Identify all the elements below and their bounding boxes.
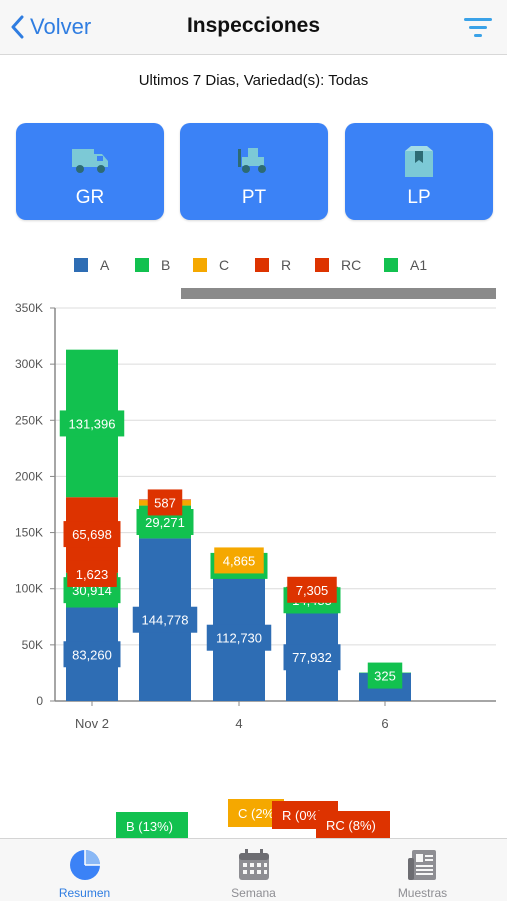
data-label: 77,932	[292, 650, 332, 665]
x-tick-label: Nov 2	[75, 716, 109, 731]
tab-label: Resumen	[58, 886, 111, 900]
page-title: Inspecciones	[186, 14, 321, 37]
data-label-bg	[214, 547, 264, 574]
tab-bar: Resumen Semana Muestras	[0, 838, 507, 901]
data-label-bg	[132, 606, 198, 633]
pie-label-text: C (2%)	[238, 806, 278, 821]
legend-item-b: B	[135, 257, 170, 273]
y-tick-label: 150K	[15, 526, 43, 540]
tab-semana[interactable]: Semana	[169, 839, 338, 901]
pie-label: RC (8%)	[316, 811, 390, 838]
category-button-lp[interactable]: LP	[345, 123, 493, 220]
y-tick-label: 250K	[15, 413, 43, 427]
category-label: LP	[407, 187, 431, 208]
newspaper-icon	[407, 850, 436, 880]
x-tick-label: 4	[235, 716, 242, 731]
y-tick-label: 100K	[15, 582, 43, 596]
data-label: 131,396	[69, 416, 116, 431]
truck-icon	[72, 149, 108, 173]
y-tick-label: 300K	[15, 357, 43, 371]
y-tick-label: 200K	[15, 469, 43, 483]
filter-icon[interactable]	[463, 15, 493, 39]
pie-chart-labels: B (13%) C (2%) R (0%) RC (8%)	[116, 799, 390, 838]
data-label-bg	[67, 560, 117, 587]
data-label: 112,730	[216, 631, 262, 646]
data-label: 7,305	[296, 583, 329, 598]
legend-label: A	[100, 257, 110, 273]
data-label: 325	[374, 669, 396, 684]
tab-resumen[interactable]: Resumen	[0, 839, 169, 901]
data-label-bg	[63, 521, 121, 548]
chevron-left-icon	[11, 15, 24, 39]
y-tick-label: 50K	[22, 638, 43, 652]
category-label: GR	[75, 187, 105, 208]
x-tick-label: 6	[381, 716, 388, 731]
data-label: 83,260	[72, 647, 112, 662]
filter-summary: Ultimos 7 Dias, Variedad(s): Todas	[138, 72, 369, 89]
legend-item-a1: A1	[384, 257, 427, 273]
stacked-bar-chart: 050K100K150K200K250K300K350K83,26030,914…	[15, 301, 496, 731]
forklift-icon	[238, 148, 266, 173]
back-label: Volver	[30, 14, 92, 39]
data-label: 1,623	[76, 567, 109, 582]
legend-item-rc: RC	[315, 257, 361, 273]
legend-label: A1	[410, 257, 428, 273]
back-button[interactable]: Volver	[10, 12, 91, 42]
category-label: PT	[241, 187, 267, 208]
y-tick-label: 350K	[15, 301, 43, 315]
pie-label-bg	[316, 811, 390, 838]
data-label-bg	[283, 644, 341, 671]
y-tick-label: 0	[36, 694, 43, 708]
pie-label-text: B (13%)	[126, 819, 173, 834]
legend-item-c: C	[193, 257, 229, 273]
pie-chart-icon	[69, 850, 100, 880]
pie-label: B (13%)	[116, 812, 188, 838]
legend-label: RC	[341, 257, 362, 273]
legend-item-a: A	[74, 257, 109, 273]
category-button-gr[interactable]: GR	[16, 123, 164, 220]
data-label-bg	[59, 410, 125, 437]
tab-label: Semana	[231, 886, 276, 900]
data-label-bg	[367, 662, 403, 689]
pie-label-bg	[116, 812, 188, 838]
tab-label: Muestras	[397, 886, 448, 900]
data-label-bg	[287, 576, 337, 603]
legend-label: R	[281, 257, 292, 273]
data-label-bg	[206, 624, 272, 651]
navigation-bar: Volver Inspecciones	[0, 0, 507, 55]
data-label: 4,865	[223, 553, 256, 568]
calendar-icon	[238, 849, 269, 880]
data-label: 29,271	[145, 515, 185, 530]
pie-label-text: RC (8%)	[326, 818, 376, 833]
legend-label: B	[161, 257, 171, 273]
data-label: 144,778	[142, 613, 189, 628]
data-label-bg	[63, 641, 121, 668]
legend-label: C	[219, 257, 230, 273]
chart-scrollbar[interactable]	[181, 288, 496, 299]
legend-item-r: R	[255, 257, 291, 273]
data-label: 65,698	[72, 527, 112, 542]
category-button-pt[interactable]: PT	[180, 123, 328, 220]
data-label: 587	[154, 495, 176, 510]
chart-legend: A B C R RC A1	[0, 257, 507, 277]
tab-muestras[interactable]: Muestras	[338, 839, 507, 901]
box-icon	[405, 146, 433, 177]
data-label-bg	[147, 489, 183, 516]
pie-label-text: R (0%)	[282, 808, 322, 823]
